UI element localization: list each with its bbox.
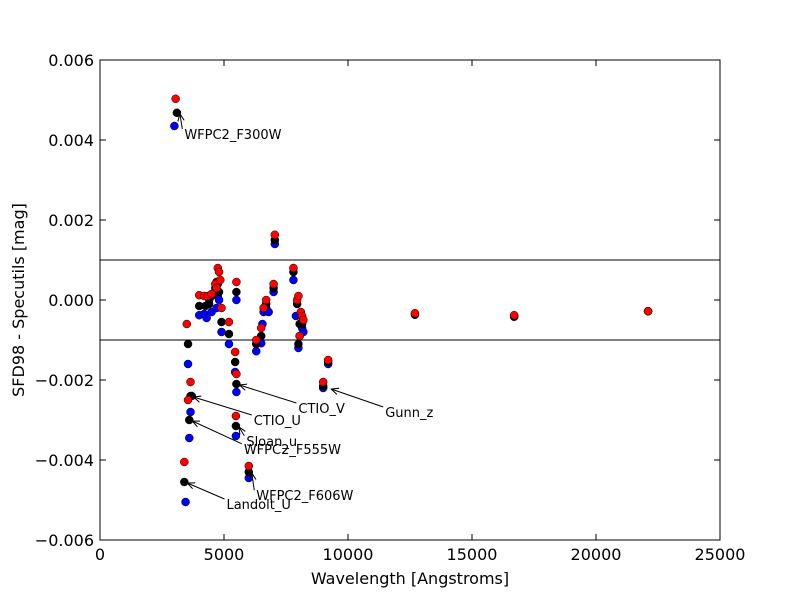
data-point (232, 379, 241, 389)
data-point (269, 279, 278, 289)
data-point (251, 346, 261, 356)
annotation-label: WFPC2_F555W (244, 443, 341, 458)
data-point (185, 433, 194, 443)
data-point (294, 291, 303, 301)
data-point (261, 295, 271, 305)
data-point (202, 313, 211, 323)
data-point (217, 303, 226, 313)
data-point (299, 315, 308, 325)
data-point (410, 308, 420, 318)
data-point (204, 299, 214, 309)
data-point (295, 331, 304, 341)
data-point (270, 230, 280, 240)
data-point (224, 339, 234, 349)
annotation-arrow (239, 385, 297, 404)
annotation-arrow (252, 473, 254, 491)
x-tick-label: 15000 (447, 545, 498, 564)
data-point (251, 335, 261, 345)
data-point (232, 295, 241, 305)
y-tick-label: 0.004 (48, 131, 94, 150)
data-point (259, 303, 268, 313)
axes: 0 5000 10000 15000 20000 25000 −0.006 −0.004 −0.… (9, 51, 745, 588)
annotation-label: CTIO_V (298, 402, 345, 417)
data-point (185, 415, 194, 425)
data-point (232, 277, 241, 287)
data-point (289, 263, 298, 273)
data-point (181, 497, 190, 507)
data-point (224, 317, 234, 327)
data-point (224, 329, 234, 339)
annotation-arrow (239, 427, 244, 437)
y-tick-label: 0.002 (48, 211, 94, 230)
data-point (216, 275, 225, 285)
y-tick-label: −0.002 (35, 371, 94, 390)
data-point (171, 94, 180, 104)
data-point (183, 359, 193, 369)
data-point (180, 457, 189, 467)
y-tick-label: −0.004 (35, 451, 94, 470)
annotation-arrow (192, 421, 243, 445)
x-tick-label: 20000 (571, 545, 622, 564)
data-point (186, 407, 195, 417)
data-point (217, 317, 226, 327)
data-point (244, 461, 254, 471)
annotation-arrow (187, 483, 225, 500)
y-tick-label: 0.000 (48, 291, 94, 310)
annotation-label: WFPC2_F300W (184, 128, 281, 143)
data-point (232, 387, 241, 397)
annotation-label: WFPC2_F606W (256, 489, 353, 504)
data-point (182, 319, 192, 329)
data-point (183, 395, 193, 405)
data-point (212, 283, 221, 293)
x-tick-label: 0 (95, 545, 105, 564)
data-point (643, 306, 653, 316)
data-point (231, 411, 241, 421)
x-axis-label: Wavelength [Angstroms] (311, 569, 509, 588)
data-point (230, 357, 240, 367)
y-tick-label: −0.006 (35, 531, 94, 550)
data-point (180, 477, 189, 487)
data-point (217, 327, 226, 337)
data-point (294, 339, 303, 349)
annotation-label: Sloan_u (246, 435, 297, 450)
data-point (230, 347, 240, 357)
annotation-arrow (331, 389, 384, 408)
data-point (232, 287, 241, 297)
annotation-arrow (194, 397, 252, 416)
x-tick-label: 25000 (695, 545, 746, 564)
data-point (318, 377, 328, 387)
data-point (509, 310, 519, 320)
data-point (323, 355, 333, 365)
data-point (231, 431, 241, 441)
data-point (232, 369, 241, 379)
data-point (289, 275, 298, 285)
annotation-arrow (180, 114, 182, 130)
annotation-label: CTIO_U (254, 414, 301, 429)
data-point (170, 121, 179, 131)
data-point (183, 339, 193, 349)
annotation-label: Gunn_z (385, 406, 433, 421)
x-tick-label: 10000 (323, 545, 374, 564)
annotation-label: Landolt_U (226, 498, 290, 513)
y-tick-label: 0.006 (48, 51, 94, 70)
data-point (214, 267, 224, 277)
x-tick-label: 5000 (204, 545, 245, 564)
data-point (256, 323, 266, 333)
data-point (186, 377, 195, 387)
data-point (231, 421, 241, 431)
data-point (214, 295, 224, 305)
data-point (207, 289, 216, 299)
y-axis-label: SFD98 - Specutils [mag] (9, 203, 28, 397)
